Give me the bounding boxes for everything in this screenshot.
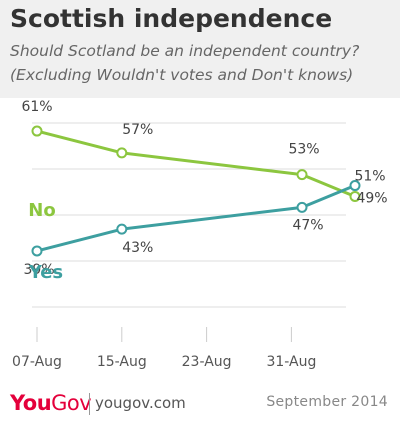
chart-header: Scottish independence Should Scotland be… bbox=[0, 0, 400, 98]
chart-subtitle-line2: (Excluding Wouldn't votes and Don't know… bbox=[10, 66, 354, 84]
chart-series-lines bbox=[36, 129, 356, 253]
chart-title: Scottish independence bbox=[10, 4, 333, 33]
data-point-yes bbox=[31, 245, 43, 257]
data-point-no bbox=[116, 147, 128, 159]
series-label-yes: Yes bbox=[28, 262, 63, 283]
x-tick-label: 07-Aug bbox=[12, 354, 62, 370]
chart-footer: YouGov yougov.com September 2014 bbox=[0, 388, 400, 423]
logo-you: You bbox=[10, 391, 52, 415]
series-label-no: No bbox=[28, 200, 55, 221]
data-label-yes: 47% bbox=[292, 217, 323, 233]
data-label-no: 53% bbox=[288, 142, 319, 158]
x-tick-label: 31-Aug bbox=[266, 354, 316, 370]
line-chart: 61% 57% 53% 49% No 39% 43% 47% 51% Yes 07-Aug 15-A… bbox=[12, 99, 388, 370]
x-tick-label: 23-Aug bbox=[182, 354, 232, 370]
chart-data-labels: 61% 57% 53% 49% No 39% 43% 47% 51% Yes bbox=[21, 99, 387, 283]
data-point-no bbox=[296, 169, 308, 181]
data-label-no: 49% bbox=[356, 190, 387, 206]
footer-divider bbox=[89, 393, 90, 415]
data-point-yes bbox=[349, 180, 361, 192]
chart-points bbox=[31, 125, 361, 257]
data-label-no: 61% bbox=[21, 99, 52, 115]
x-axis-ticks: 07-Aug 15-Aug 23-Aug 31-Aug bbox=[12, 327, 316, 370]
x-tick-label: 15-Aug bbox=[97, 354, 147, 370]
series-line-yes bbox=[36, 184, 356, 253]
data-label-yes: 43% bbox=[122, 240, 153, 256]
chart-gridlines bbox=[32, 122, 346, 308]
data-label-yes: 39% bbox=[23, 262, 54, 278]
publication-date: September 2014 bbox=[266, 394, 388, 410]
data-point-no bbox=[349, 190, 361, 202]
series-line-no bbox=[36, 129, 356, 198]
logo-gov: Gov bbox=[51, 391, 92, 415]
data-point-yes bbox=[296, 201, 308, 213]
data-label-yes: 51% bbox=[354, 169, 385, 185]
data-label-no: 57% bbox=[122, 122, 153, 138]
chart-subtitle-line1: Should Scotland be an independent countr… bbox=[10, 42, 360, 60]
data-point-yes bbox=[116, 223, 128, 235]
yougov-logo: YouGov bbox=[10, 391, 92, 415]
data-point-no bbox=[31, 125, 43, 137]
site-url: yougov.com bbox=[95, 394, 186, 412]
